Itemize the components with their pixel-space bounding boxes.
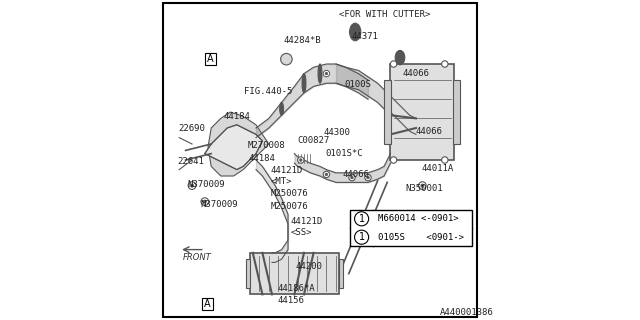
- Text: 1: 1: [358, 214, 365, 224]
- Text: <FOR WITH CUTTER>: <FOR WITH CUTTER>: [339, 10, 431, 19]
- Text: 44066: 44066: [342, 170, 369, 179]
- Text: A440001386: A440001386: [440, 308, 493, 317]
- Ellipse shape: [302, 74, 306, 93]
- Circle shape: [300, 159, 302, 161]
- Circle shape: [323, 171, 330, 178]
- Text: FRONT: FRONT: [182, 253, 211, 262]
- Text: 44066: 44066: [403, 69, 429, 78]
- FancyBboxPatch shape: [453, 80, 460, 144]
- Circle shape: [188, 182, 196, 189]
- Circle shape: [349, 174, 355, 181]
- Circle shape: [325, 72, 328, 75]
- Circle shape: [419, 182, 426, 189]
- Text: 44121D: 44121D: [291, 217, 323, 226]
- Circle shape: [298, 157, 304, 163]
- Ellipse shape: [280, 102, 284, 115]
- Text: A: A: [207, 54, 214, 64]
- Text: 44300: 44300: [323, 128, 350, 137]
- FancyBboxPatch shape: [351, 210, 472, 246]
- Text: 44200: 44200: [296, 262, 323, 271]
- Circle shape: [355, 230, 369, 244]
- Text: M270008: M270008: [248, 141, 285, 150]
- Text: N370009: N370009: [187, 180, 225, 188]
- Circle shape: [365, 174, 371, 181]
- Text: M250076: M250076: [270, 202, 308, 211]
- FancyBboxPatch shape: [339, 259, 343, 288]
- Text: 22641: 22641: [178, 157, 204, 166]
- Text: M660014 <-0901>: M660014 <-0901>: [378, 214, 458, 223]
- FancyBboxPatch shape: [205, 53, 216, 65]
- Text: 0105S    <0901->: 0105S <0901->: [378, 233, 463, 242]
- Text: 44284*B: 44284*B: [283, 36, 321, 44]
- Text: <MT>: <MT>: [270, 177, 292, 186]
- FancyBboxPatch shape: [163, 3, 477, 317]
- Text: 1: 1: [358, 232, 365, 242]
- Circle shape: [390, 157, 397, 163]
- Text: N350001: N350001: [406, 184, 444, 193]
- Circle shape: [351, 176, 353, 179]
- Text: 44121D: 44121D: [270, 166, 303, 175]
- Text: 44066: 44066: [416, 127, 443, 136]
- Circle shape: [390, 61, 397, 67]
- Text: C00827: C00827: [298, 136, 330, 145]
- FancyBboxPatch shape: [202, 298, 213, 310]
- Text: 44184: 44184: [249, 154, 276, 163]
- Circle shape: [280, 53, 292, 65]
- Circle shape: [442, 157, 448, 163]
- Circle shape: [201, 198, 209, 205]
- Circle shape: [442, 61, 448, 67]
- FancyBboxPatch shape: [390, 64, 454, 160]
- Polygon shape: [208, 112, 269, 176]
- Text: 44156: 44156: [278, 296, 305, 305]
- Text: M250076: M250076: [270, 189, 308, 198]
- Polygon shape: [205, 125, 262, 170]
- Ellipse shape: [318, 64, 322, 83]
- Circle shape: [323, 70, 330, 77]
- Circle shape: [421, 184, 424, 187]
- Text: 44011A: 44011A: [422, 164, 454, 173]
- Circle shape: [355, 212, 369, 226]
- Text: N370009: N370009: [200, 200, 237, 209]
- Text: 44186*A: 44186*A: [278, 284, 316, 293]
- Circle shape: [325, 173, 328, 176]
- Text: 44371: 44371: [352, 32, 379, 41]
- Text: 0100S: 0100S: [344, 80, 371, 89]
- Text: <SS>: <SS>: [291, 228, 312, 237]
- FancyBboxPatch shape: [246, 259, 250, 288]
- FancyBboxPatch shape: [250, 253, 339, 294]
- Ellipse shape: [396, 51, 405, 65]
- Text: 22690: 22690: [179, 124, 205, 132]
- Text: 44184: 44184: [224, 112, 251, 121]
- FancyBboxPatch shape: [384, 80, 391, 144]
- Circle shape: [204, 200, 206, 203]
- Text: 0101S*C: 0101S*C: [325, 149, 363, 158]
- Circle shape: [191, 184, 193, 187]
- Text: FIG.440-5: FIG.440-5: [244, 87, 292, 96]
- Ellipse shape: [349, 23, 361, 41]
- Text: A: A: [204, 299, 211, 309]
- Circle shape: [367, 176, 369, 179]
